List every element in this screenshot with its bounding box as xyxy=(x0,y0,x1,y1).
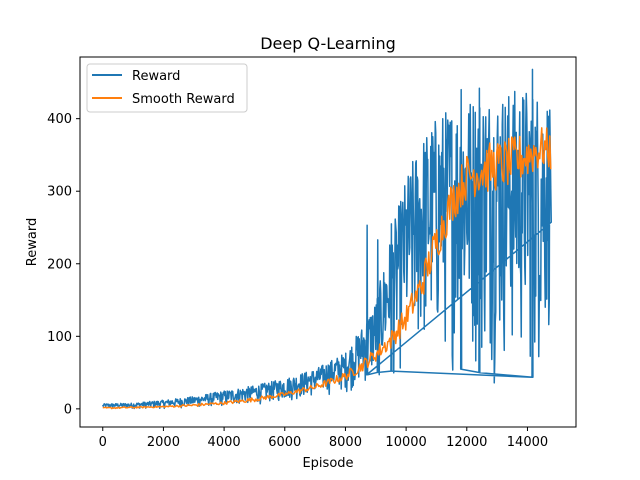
chart-title: Deep Q-Learning xyxy=(260,34,396,53)
legend-label-smooth-reward: Smooth Reward xyxy=(132,92,235,107)
x-tick-label: 0 xyxy=(99,435,107,450)
y-tick-label: 0 xyxy=(64,402,72,417)
y-tick-label: 400 xyxy=(47,112,72,127)
x-tick-label: 4000 xyxy=(208,435,241,450)
x-tick-label: 6000 xyxy=(268,435,301,450)
series-layer xyxy=(102,68,552,410)
y-tick-label: 300 xyxy=(47,185,72,200)
x-tick-label: 2000 xyxy=(147,435,180,450)
x-tick-label: 8000 xyxy=(329,435,362,450)
x-tick-label: 14000 xyxy=(507,435,548,450)
y-tick-label: 200 xyxy=(47,257,72,272)
series-line-smooth-reward xyxy=(102,127,552,410)
x-axis-label: Episode xyxy=(302,456,353,471)
plot-frame xyxy=(79,56,577,428)
y-axis-ticks: 0 100 200 300 400 xyxy=(47,112,80,417)
y-tick-label: 100 xyxy=(47,330,72,345)
x-axis-ticks: 0 2000 4000 6000 8000 10000 12000 14000 xyxy=(99,427,548,450)
series-line-reward xyxy=(102,68,552,410)
x-tick-label: 10000 xyxy=(385,435,426,450)
legend-label-reward: Reward xyxy=(132,69,180,84)
y-axis-label: Reward xyxy=(25,218,40,266)
x-tick-label: 12000 xyxy=(446,435,487,450)
legend: Reward Smooth Reward xyxy=(86,63,248,113)
legend-box xyxy=(86,63,248,113)
